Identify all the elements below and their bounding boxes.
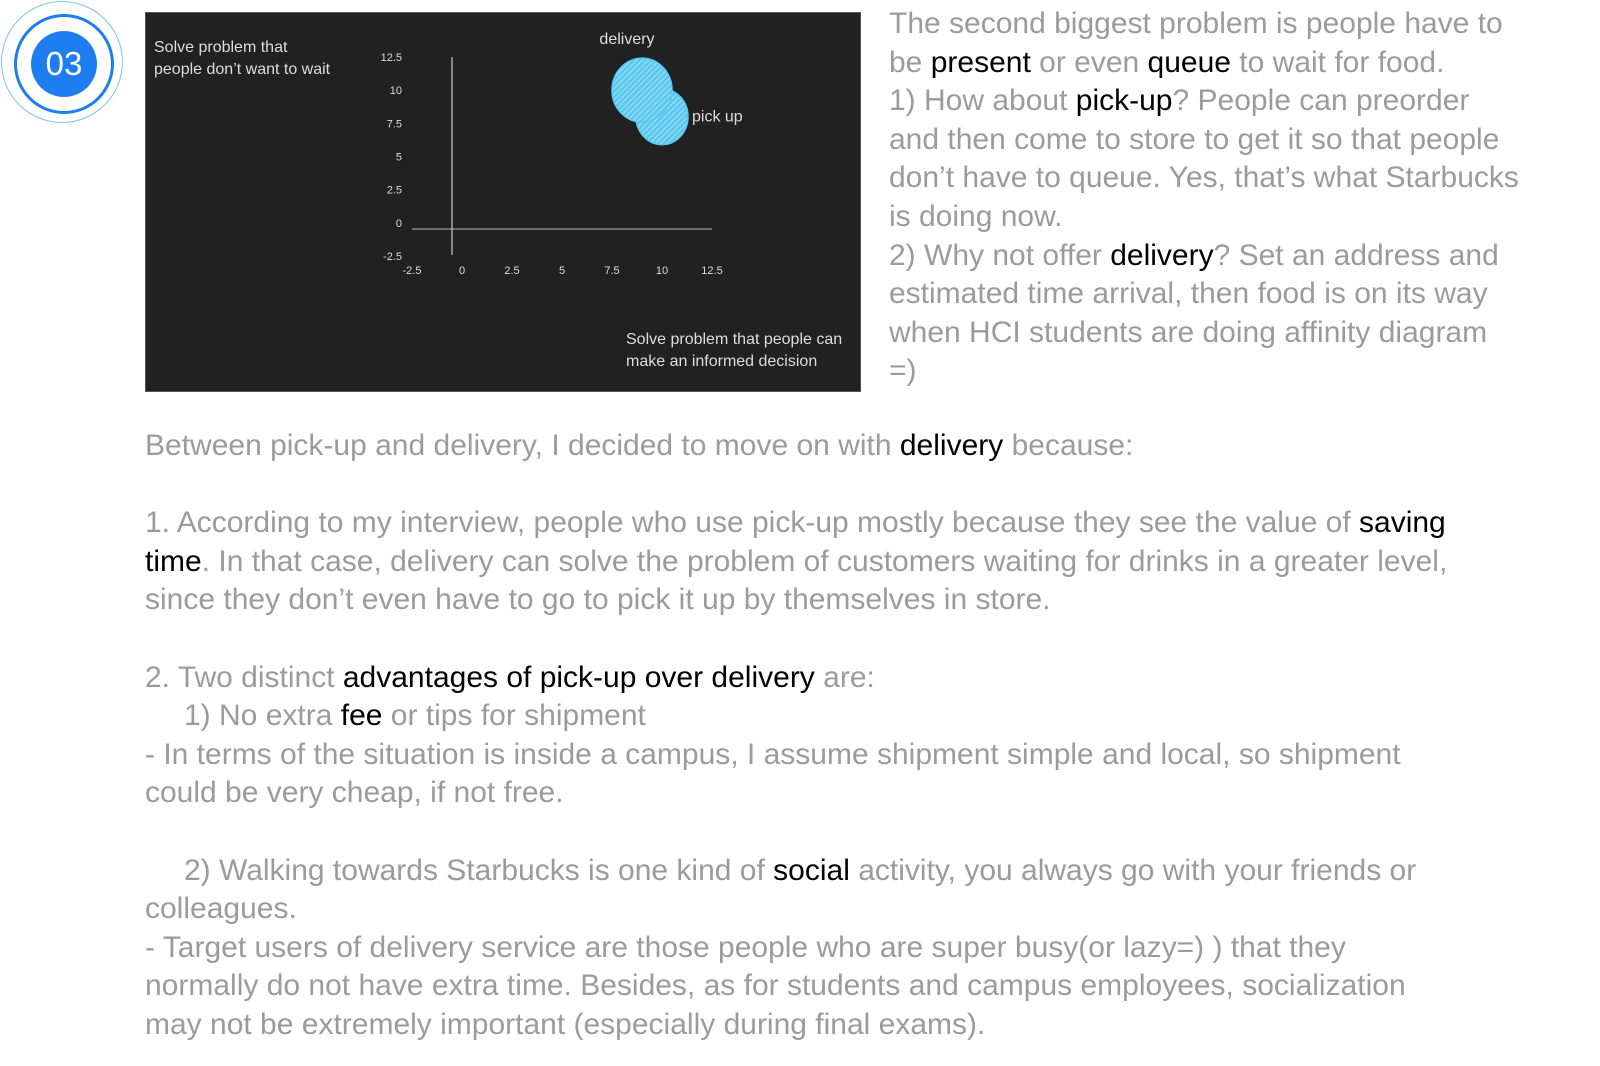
chart-svg: Solve problem that people don’t want to … — [154, 31, 842, 370]
bubble-label-delivery: delivery — [599, 31, 654, 48]
text-line: could be very cheap, if not free. — [145, 774, 1447, 813]
y-tick-label: 7.5 — [387, 118, 402, 130]
x-tick-label: -2.5 — [403, 265, 422, 277]
x-tick-label: 7.5 — [604, 265, 619, 277]
text-segment: - Target users of delivery service are t… — [145, 930, 1346, 964]
text-line — [145, 813, 1447, 852]
text-line: when HCI students are doing affinity dia… — [889, 314, 1519, 353]
highlighted-keyword: advantages of pick-up over delivery — [342, 660, 815, 694]
text-line: - Target users of delivery service are t… — [145, 929, 1447, 968]
text-line: 1) How about pick-up? People can preorde… — [889, 82, 1519, 121]
text-line: 2) Why not offer delivery? Set an addres… — [889, 237, 1519, 276]
text-segment: because: — [1003, 429, 1134, 462]
y-annotation-line-2: people don’t want to wait — [154, 61, 331, 78]
text-segment: ? People can preorder — [1172, 84, 1470, 118]
highlighted-keyword: fee — [340, 699, 383, 733]
x-tick-label: 10 — [656, 265, 668, 277]
text-segment: 2. Two distinct — [145, 660, 343, 694]
text-line: time. In that case, delivery can solve t… — [145, 543, 1447, 582]
text-line: don’t have to queue. Yes, that’s what St… — [889, 159, 1519, 198]
text-segment: 1) How about — [889, 84, 1076, 118]
y-tick-label: 12.5 — [381, 52, 402, 64]
text-segment: - In terms of the situation is inside a … — [145, 737, 1401, 771]
text-segment: The second biggest problem is people hav… — [889, 7, 1503, 40]
text-line: The second biggest problem is people hav… — [889, 5, 1519, 44]
text-line: 2) Walking towards Starbucks is one kind… — [145, 852, 1447, 891]
highlighted-keyword: delivery — [899, 429, 1004, 462]
text-segment: or even — [1030, 45, 1148, 79]
badge-ring — [14, 14, 114, 114]
highlighted-keyword: present — [930, 45, 1031, 79]
text-segment: 2) Why not offer — [889, 238, 1111, 272]
text-segment: normally do not have extra time. Besides… — [145, 969, 1406, 1003]
text-segment: 2) Walking towards Starbucks is one kind… — [184, 853, 774, 887]
y-tick-label: 10 — [390, 85, 402, 97]
text-line — [145, 620, 1447, 659]
text-segment: don’t have to queue. Yes, that’s what St… — [889, 161, 1519, 195]
text-line: 1. According to my interview, people who… — [145, 504, 1447, 543]
text-segment: are: — [814, 660, 875, 694]
text-line: estimated time arrival, then food is on … — [889, 275, 1519, 314]
text-segment: 1. According to my interview, people who… — [145, 506, 1360, 540]
x-tick-label: 2.5 — [504, 265, 519, 277]
x-tick-label: 5 — [559, 265, 565, 277]
text-line: normally do not have extra time. Besides… — [145, 967, 1447, 1006]
step-number: 03 — [31, 31, 97, 97]
y-tick-label: 2.5 — [387, 185, 402, 197]
y-annotation-line-1: Solve problem that — [154, 39, 288, 56]
highlighted-keyword: delivery — [1110, 238, 1214, 272]
text-segment: to wait for food. — [1230, 45, 1445, 79]
x-annotation-line-1: Solve problem that people can — [626, 331, 842, 348]
bubble-delivery — [611, 57, 673, 123]
right-paragraph: The second biggest problem is people hav… — [889, 5, 1519, 391]
text-line: =) — [889, 352, 1519, 391]
text-segment: 1) No extra — [184, 699, 341, 733]
text-segment: could be very cheap, if not free. — [145, 776, 564, 810]
text-line: Between pick-up and delivery, I decided … — [145, 427, 1447, 466]
highlighted-keyword: pick-up — [1075, 84, 1173, 118]
x-tick-label: 0 — [459, 265, 465, 277]
positioning-chart: Solve problem that people don’t want to … — [145, 12, 861, 392]
text-line: be present or even queue to wait for foo… — [889, 44, 1519, 83]
text-segment: ? Set an address and — [1213, 238, 1499, 272]
text-segment: is doing now. — [889, 199, 1063, 233]
text-line: 1) No extra fee or tips for shipment — [145, 697, 1447, 736]
text-segment: Between pick-up and delivery, I decided … — [145, 429, 900, 462]
highlighted-keyword: queue — [1147, 45, 1231, 79]
x-tick-label: 12.5 — [701, 265, 722, 277]
y-tick-label: 0 — [396, 218, 402, 230]
text-segment: may not be extremely important (especial… — [145, 1007, 986, 1041]
bottom-paragraph: Between pick-up and delivery, I decided … — [145, 427, 1447, 1045]
highlighted-keyword: saving — [1359, 506, 1446, 540]
text-segment: be — [889, 45, 931, 79]
highlighted-keyword: social — [773, 853, 850, 887]
text-line: colleagues. — [145, 890, 1447, 929]
step-badge: 03 — [1, 1, 123, 123]
text-line: may not be extremely important (especial… — [145, 1006, 1447, 1045]
text-line: and then come to store to get it so that… — [889, 121, 1519, 160]
text-line: is doing now. — [889, 198, 1519, 237]
text-line: - In terms of the situation is inside a … — [145, 736, 1447, 775]
text-segment: since they don’t even have to go to pick… — [145, 583, 1051, 617]
text-line: since they don’t even have to go to pick… — [145, 581, 1447, 620]
x-annotation-line-2: make an informed decision — [626, 353, 817, 370]
text-segment: or tips for shipment — [382, 699, 646, 733]
text-segment: activity, you always go with your friend… — [849, 853, 1417, 887]
text-segment: =) — [889, 354, 917, 388]
text-segment: . In that case, delivery can solve the p… — [201, 544, 1448, 578]
text-line: 2. Two distinct advantages of pick-up ov… — [145, 659, 1447, 698]
text-segment: when HCI students are doing affinity dia… — [889, 315, 1488, 349]
text-segment: estimated time arrival, then food is on … — [889, 277, 1488, 311]
text-segment: and then come to store to get it so that… — [889, 122, 1500, 156]
y-tick-label: -2.5 — [383, 251, 402, 263]
bubble-label-pick-up: pick up — [692, 109, 743, 126]
text-segment: colleagues. — [145, 892, 297, 926]
y-tick-label: 5 — [396, 152, 402, 164]
text-line — [145, 466, 1447, 505]
highlighted-keyword: time — [145, 544, 202, 578]
